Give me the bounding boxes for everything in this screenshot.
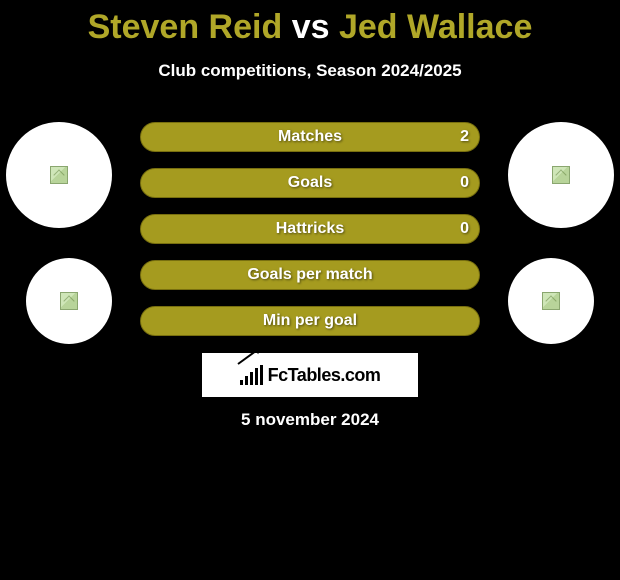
stat-label: Goals bbox=[288, 174, 332, 192]
stat-row-matches: Matches 2 bbox=[140, 122, 480, 152]
stat-label: Matches bbox=[278, 128, 342, 146]
stat-row-hattricks: Hattricks 0 bbox=[140, 214, 480, 244]
stat-right-value: 0 bbox=[460, 174, 469, 192]
subtitle: Club competitions, Season 2024/2025 bbox=[0, 61, 620, 81]
brand-bars-icon bbox=[240, 365, 263, 385]
stats-panel: Matches 2 Goals 0 Hattricks 0 Goals per … bbox=[0, 122, 620, 352]
stat-label: Min per goal bbox=[263, 312, 357, 330]
player1-name: Steven Reid bbox=[88, 8, 283, 46]
stat-right-value: 0 bbox=[460, 220, 469, 238]
stat-label: Goals per match bbox=[247, 266, 372, 284]
stat-row-goals: Goals 0 bbox=[140, 168, 480, 198]
stat-right-value: 2 bbox=[460, 128, 469, 146]
comparison-title: Steven Reid vs Jed Wallace bbox=[0, 0, 620, 47]
snapshot-date: 5 november 2024 bbox=[0, 410, 620, 430]
vs-label: vs bbox=[292, 8, 330, 46]
stat-row-goals-per-match: Goals per match bbox=[140, 260, 480, 290]
stat-label: Hattricks bbox=[276, 220, 344, 238]
player2-name: Jed Wallace bbox=[339, 8, 532, 46]
brand-badge: FcTables.com bbox=[202, 353, 418, 397]
brand-text: FcTables.com bbox=[268, 365, 381, 386]
stat-row-min-per-goal: Min per goal bbox=[140, 306, 480, 336]
